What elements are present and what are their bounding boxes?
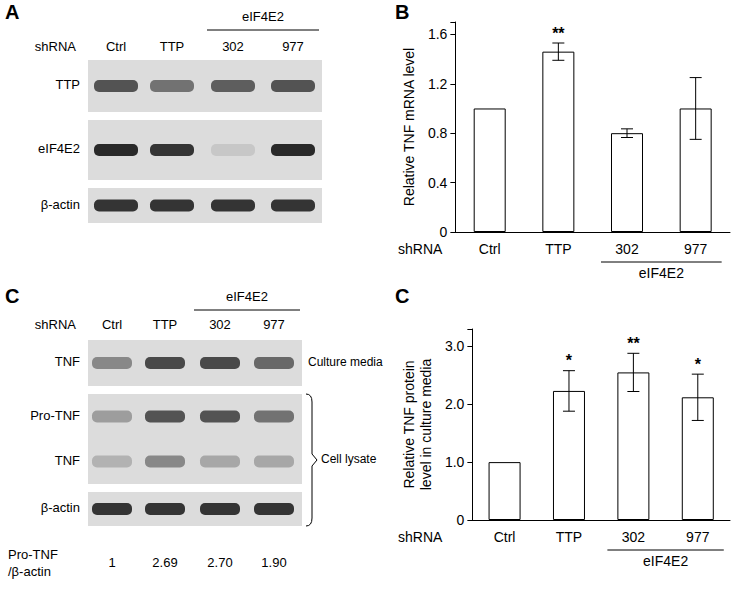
svg-text:*: * xyxy=(566,352,573,369)
svg-text:1.6: 1.6 xyxy=(428,26,448,42)
svg-text:**: ** xyxy=(627,335,640,352)
svg-text:Cell lysate: Cell lysate xyxy=(321,452,377,466)
svg-text:Ctrl: Ctrl xyxy=(102,317,122,332)
svg-text:A: A xyxy=(5,1,19,23)
svg-text:Ctrl: Ctrl xyxy=(479,241,501,257)
svg-text:977: 977 xyxy=(263,317,285,332)
svg-text:eIF4E2: eIF4E2 xyxy=(242,9,284,24)
svg-text:302: 302 xyxy=(222,39,244,54)
svg-text:0.4: 0.4 xyxy=(428,175,448,191)
svg-text:eIF4E2: eIF4E2 xyxy=(226,289,268,304)
svg-text:B: B xyxy=(395,1,409,23)
svg-text:0.8: 0.8 xyxy=(428,125,448,141)
svg-text:C: C xyxy=(5,285,19,307)
svg-text:1: 1 xyxy=(108,555,115,570)
svg-text:TTP: TTP xyxy=(556,529,582,545)
svg-text:0: 0 xyxy=(457,512,465,528)
svg-text:Ctrl: Ctrl xyxy=(106,39,126,54)
svg-text:shRNA: shRNA xyxy=(35,39,77,54)
svg-text:Ctrl: Ctrl xyxy=(494,529,516,545)
svg-text:Culture media: Culture media xyxy=(308,355,383,369)
svg-text:1.90: 1.90 xyxy=(261,555,286,570)
svg-text:2.70: 2.70 xyxy=(207,555,232,570)
svg-text:1.0: 1.0 xyxy=(445,454,465,470)
svg-text:C: C xyxy=(395,285,409,307)
svg-text:Pro-TNF: Pro-TNF xyxy=(8,547,58,562)
svg-text:eIF4E2: eIF4E2 xyxy=(639,265,684,281)
svg-text:β-actin: β-actin xyxy=(41,197,80,212)
svg-text:2.0: 2.0 xyxy=(445,396,465,412)
svg-text:shRNA: shRNA xyxy=(398,241,443,257)
svg-text:eIF4E2: eIF4E2 xyxy=(38,141,80,156)
svg-text:Relative TNF mRNA level: Relative TNF mRNA level xyxy=(401,48,417,206)
svg-text:977: 977 xyxy=(282,39,304,54)
svg-text:eIF4E2: eIF4E2 xyxy=(643,553,688,569)
svg-text:TTP: TTP xyxy=(55,77,80,92)
svg-text:β-actin: β-actin xyxy=(41,500,80,515)
svg-text:977: 977 xyxy=(686,529,710,545)
svg-text:/β-actin: /β-actin xyxy=(8,564,51,579)
svg-text:Relative TNF protein: Relative TNF protein xyxy=(401,360,417,488)
svg-text:302: 302 xyxy=(615,241,639,257)
svg-text:shRNA: shRNA xyxy=(35,317,77,332)
svg-text:302: 302 xyxy=(622,529,646,545)
svg-text:Pro-TNF: Pro-TNF xyxy=(30,408,80,423)
svg-text:TTP: TTP xyxy=(153,317,178,332)
svg-text:level in culture media: level in culture media xyxy=(418,359,434,491)
svg-text:shRNA: shRNA xyxy=(398,529,443,545)
svg-text:1.2: 1.2 xyxy=(428,76,448,92)
svg-text:TNF: TNF xyxy=(55,453,80,468)
svg-text:3.0: 3.0 xyxy=(445,338,465,354)
svg-text:TTP: TTP xyxy=(160,39,185,54)
svg-text:TNF: TNF xyxy=(55,354,80,369)
svg-text:977: 977 xyxy=(684,241,708,257)
svg-text:302: 302 xyxy=(209,317,231,332)
svg-text:2.69: 2.69 xyxy=(152,555,177,570)
svg-text:**: ** xyxy=(552,25,565,42)
svg-text:*: * xyxy=(695,356,702,373)
svg-text:TTP: TTP xyxy=(545,241,571,257)
svg-text:0: 0 xyxy=(440,224,448,240)
